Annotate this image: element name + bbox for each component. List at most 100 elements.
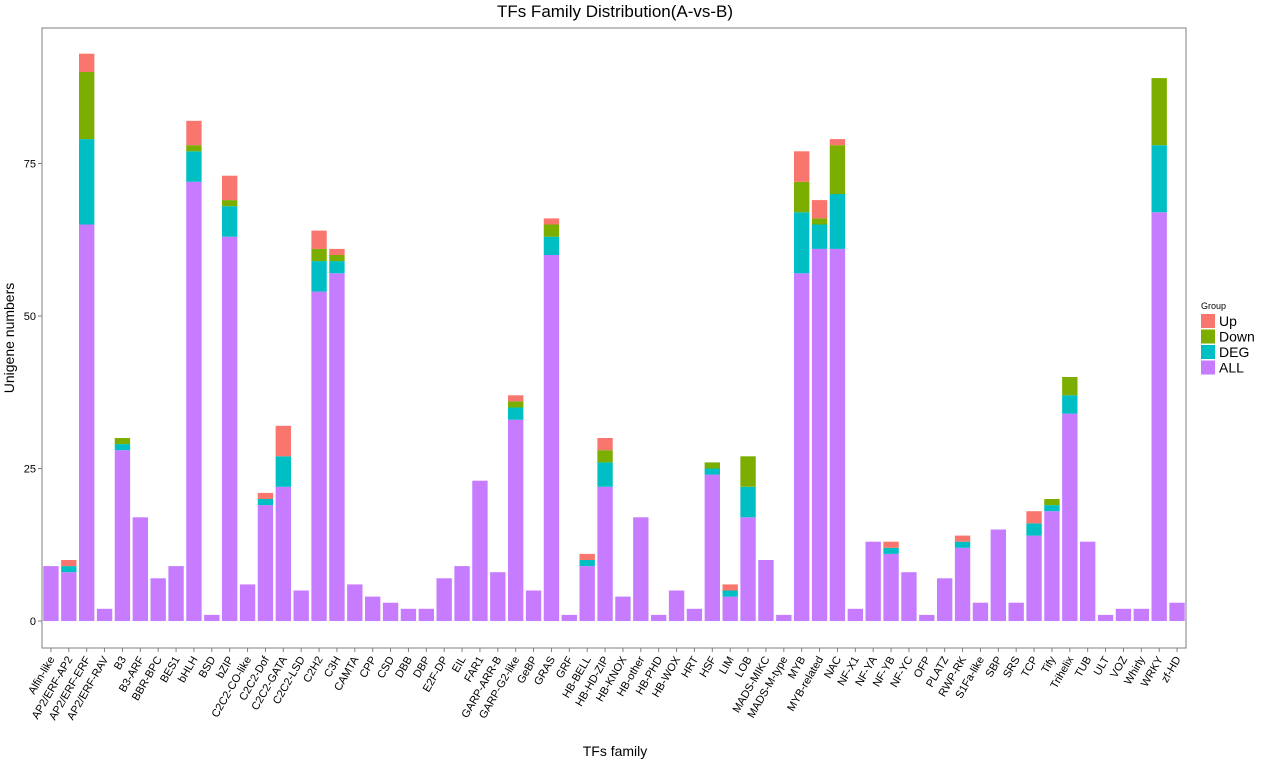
bar-up: [954, 535, 971, 542]
bar-down: [329, 255, 345, 262]
x-tick-label: SRS: [1001, 655, 1023, 681]
bar-deg: [794, 212, 810, 274]
bar-deg: [579, 560, 595, 567]
x-tick-label: HSF: [698, 654, 720, 679]
bar-up: [311, 230, 327, 249]
y-tick-label: 0: [30, 616, 36, 628]
bar-all: [1151, 212, 1167, 622]
bar-down: [740, 456, 756, 487]
bar-all: [329, 273, 345, 621]
bar-up: [61, 560, 77, 567]
bar-all: [436, 578, 452, 621]
bar-all: [275, 486, 291, 621]
bar-down: [811, 218, 828, 225]
bar-deg: [222, 206, 238, 237]
bar-all: [954, 547, 971, 621]
bar-all: [901, 572, 917, 621]
bar-all: [347, 584, 363, 621]
bar-all: [400, 608, 417, 621]
legend-label-up: Up: [1219, 313, 1237, 329]
bar-deg: [1151, 145, 1167, 213]
bar-up: [1026, 511, 1042, 524]
bar-all: [1026, 535, 1042, 621]
bar-all: [1133, 608, 1149, 621]
x-tick-label: B3: [112, 655, 129, 673]
bar-all: [990, 529, 1006, 621]
x-tick-label: TUB: [1073, 655, 1094, 680]
x-tick-label: CSD: [375, 654, 397, 680]
bar-down: [794, 181, 810, 213]
bar-all: [579, 566, 595, 621]
bar-deg: [722, 590, 738, 597]
bar-all: [740, 517, 756, 621]
bar-all: [1008, 602, 1024, 621]
bar-down: [311, 248, 327, 262]
bar-deg: [257, 499, 274, 506]
bar-all: [758, 560, 774, 621]
bar-down: [829, 145, 846, 194]
bar-deg: [829, 194, 846, 249]
bar-deg: [1062, 395, 1078, 414]
x-tick-label: SBP: [984, 655, 1005, 680]
bar-all: [418, 608, 434, 621]
legend-swatch-all: [1201, 360, 1215, 375]
bar-all: [293, 590, 309, 621]
bar-all: [686, 608, 703, 621]
bar-all: [525, 590, 542, 621]
chart-title: TFs Family Distribution(A-vs-B): [497, 2, 733, 21]
legend-swatch-deg: [1201, 345, 1215, 359]
bar-up: [275, 425, 291, 457]
x-tick-label: DBB: [393, 655, 415, 681]
bar-up: [508, 395, 524, 402]
bar-all: [61, 572, 77, 621]
legend-label-down: Down: [1219, 329, 1255, 345]
bar-all: [1062, 413, 1078, 621]
bar-all: [919, 614, 935, 621]
bar-all: [150, 578, 166, 621]
bar-deg: [61, 566, 77, 573]
bar-all: [1080, 541, 1096, 621]
bar-down: [222, 200, 238, 207]
bar-up: [79, 53, 95, 72]
bar-down: [79, 72, 95, 140]
bar-up: [883, 541, 899, 548]
bar-up: [579, 553, 595, 560]
bar-down: [597, 450, 613, 463]
bars-layer: [43, 53, 1185, 622]
bar-all: [365, 596, 381, 621]
bar-up: [543, 218, 560, 225]
bar-all: [1044, 511, 1060, 621]
bar-deg: [186, 151, 202, 182]
y-axis-title: Unigene numbers: [1, 283, 17, 394]
bar-up: [829, 139, 846, 146]
bar-all: [543, 255, 560, 621]
bar-deg: [1044, 505, 1060, 512]
bar-deg: [740, 486, 756, 518]
bar-all: [615, 596, 631, 621]
bar-all: [490, 572, 506, 621]
bar-all: [114, 450, 131, 621]
x-axis-title: TFs family: [583, 743, 648, 759]
bar-deg: [329, 261, 345, 274]
bar-deg: [597, 462, 613, 487]
bar-all: [1115, 608, 1132, 621]
bar-all: [239, 584, 256, 621]
bar-all: [937, 578, 953, 621]
legend-title: Group: [1201, 301, 1226, 311]
bar-all: [811, 248, 828, 621]
legend-swatch-up: [1201, 314, 1215, 328]
bar-all: [454, 566, 470, 621]
bar-down: [543, 224, 560, 237]
bar-up: [722, 584, 738, 591]
bar-up: [222, 175, 238, 201]
bar-all: [651, 614, 667, 621]
bar-all: [597, 486, 613, 621]
bar-deg: [704, 468, 720, 475]
bar-deg: [311, 261, 327, 292]
bar-all: [132, 517, 148, 621]
x-tick-label: TCP: [1019, 655, 1040, 680]
bar-all: [847, 608, 863, 621]
bar-all: [382, 602, 399, 621]
